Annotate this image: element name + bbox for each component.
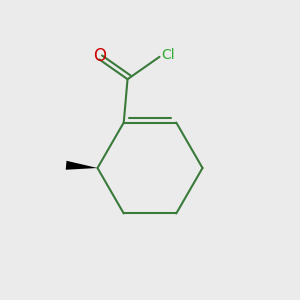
Text: O: O <box>93 47 106 65</box>
Polygon shape <box>66 161 98 170</box>
Text: Cl: Cl <box>161 48 175 62</box>
